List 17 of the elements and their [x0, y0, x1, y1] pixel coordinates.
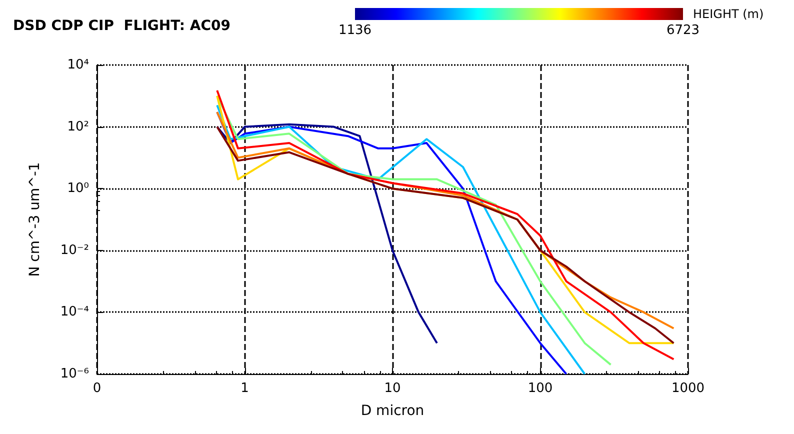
x-tick-label: 100: [528, 381, 553, 396]
x-tick-label: 10: [384, 381, 401, 396]
color-bar-label: 6723: [666, 23, 700, 38]
x-axis-title: D micron: [360, 403, 424, 419]
y-tick-label: 10⁴: [67, 58, 89, 72]
x-tick-label: 0: [92, 381, 102, 396]
y-tick-label: 10⁻⁶: [60, 366, 89, 382]
color-bar-label: 1136: [338, 23, 372, 38]
y-tick-label: 10⁻⁴: [60, 304, 89, 320]
x-tick-label: 1: [240, 381, 249, 396]
y-tick-label: 10⁰: [67, 181, 89, 196]
color-bar-title: HEIGHT (m): [693, 7, 764, 21]
x-tick-label: 1000: [671, 381, 705, 396]
y-axis-title: N cm^-3 um^-1: [27, 162, 43, 277]
y-tick-label: 10²: [67, 119, 89, 134]
chart-title: DSD CDP CIP FLIGHT: AC09: [13, 18, 230, 34]
y-tick-label: 10⁻²: [60, 242, 89, 258]
